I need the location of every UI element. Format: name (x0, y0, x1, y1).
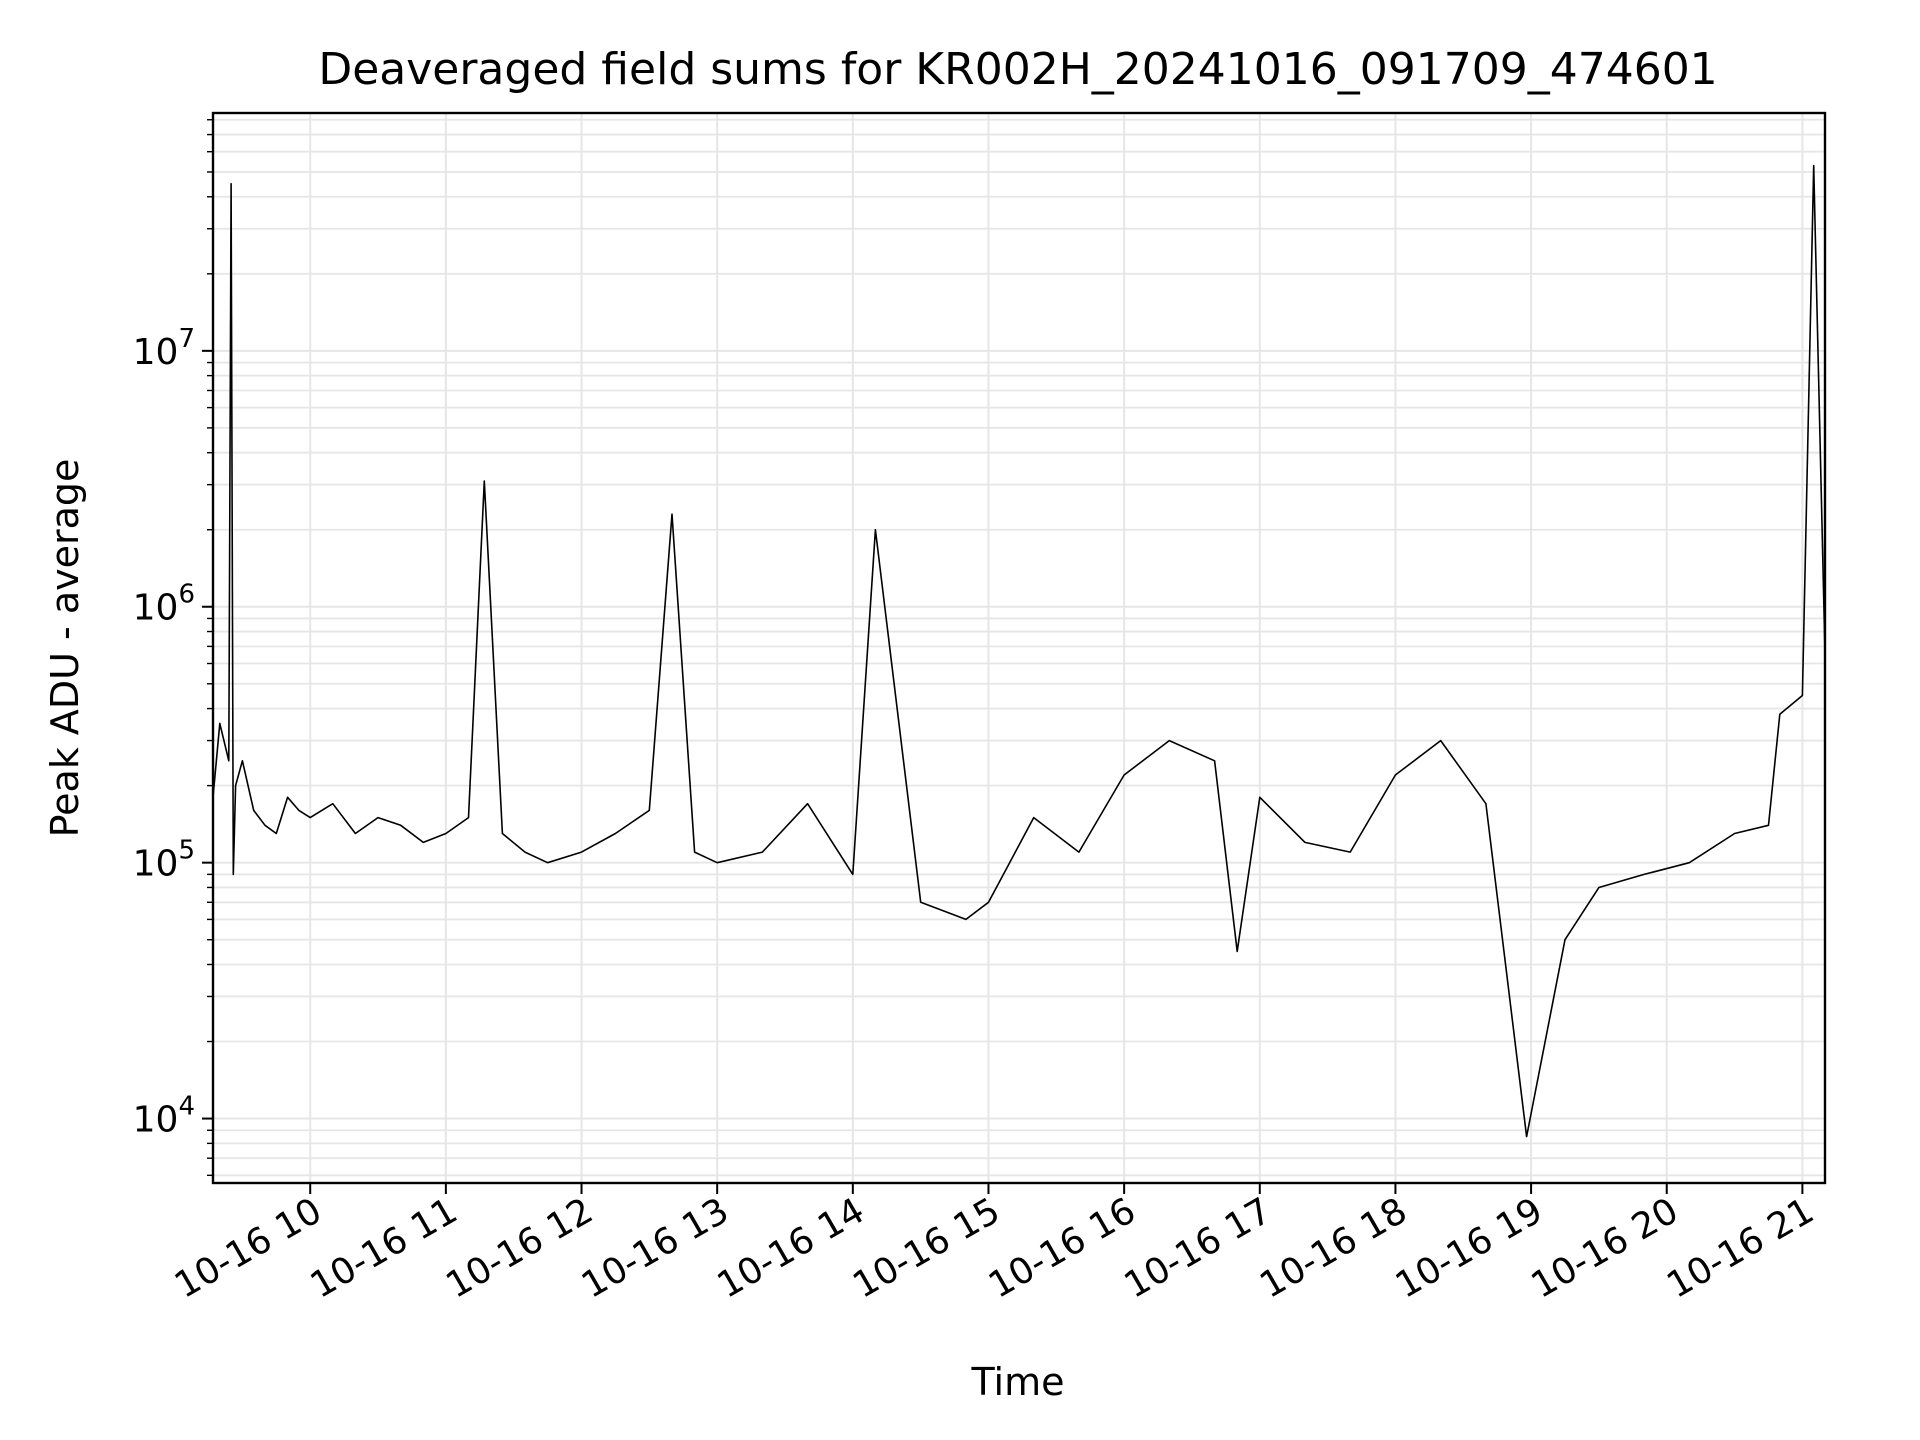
data-line (212, 164, 1826, 1138)
chart-title: Deaveraged field sums for KR002H_2024101… (318, 44, 1717, 95)
y-axis-label: Peak ADU - average (43, 459, 87, 838)
series (212, 164, 1826, 1138)
plot-frame (211, 111, 1827, 1185)
x-axis-label: Time (971, 1360, 1065, 1404)
grid (213, 113, 1825, 1183)
